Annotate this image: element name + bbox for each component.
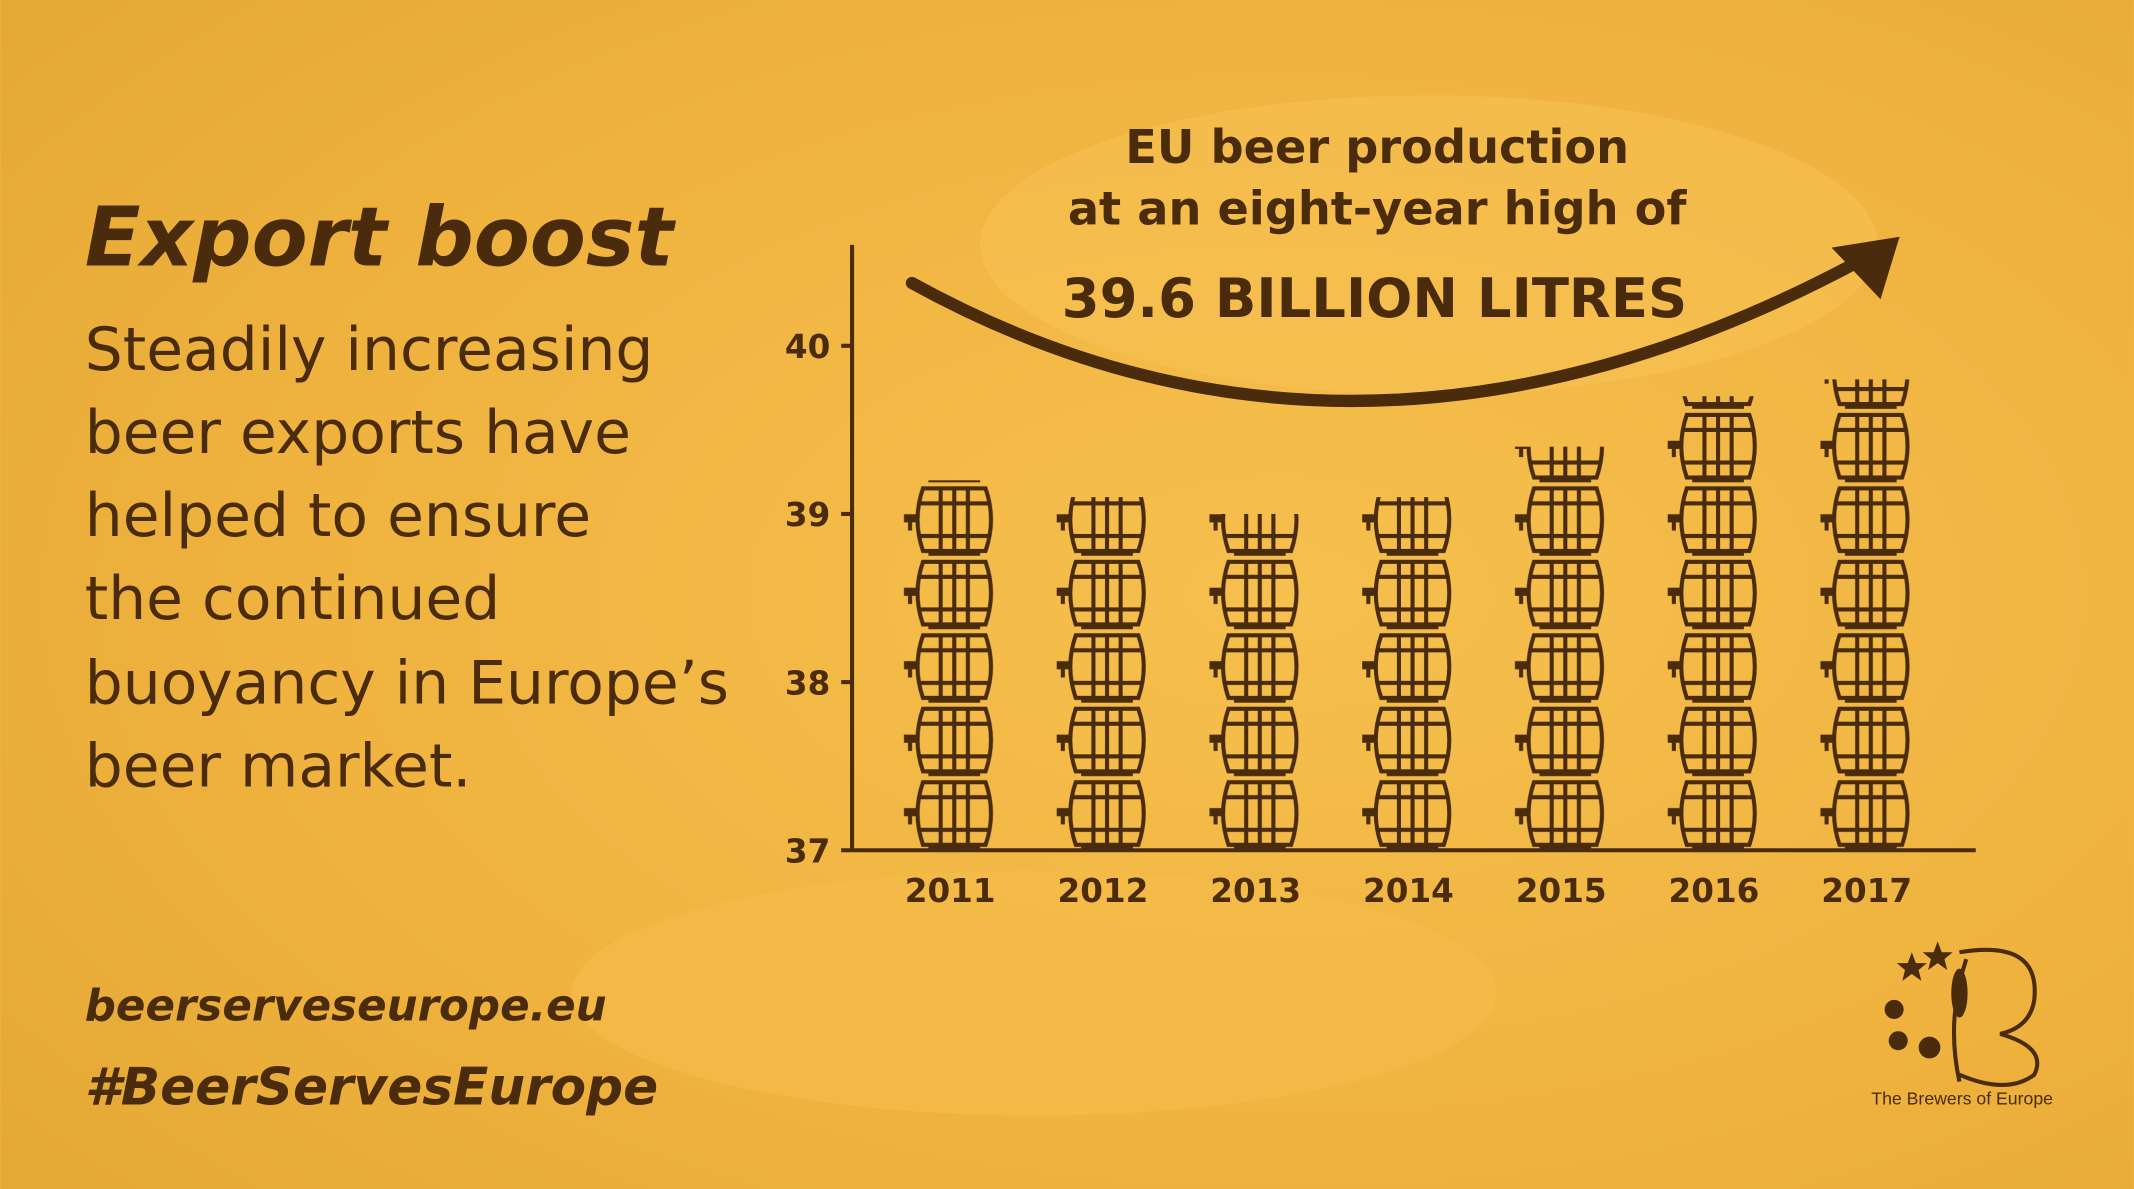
- x-tick-label: 2012: [1058, 872, 1149, 910]
- logo-wheat: [1951, 968, 1968, 1018]
- logo-hop: [1888, 1031, 1908, 1051]
- logo: The Brewers of Europe: [1871, 941, 2053, 1109]
- body-line: beer exports have: [85, 398, 631, 468]
- bar: [1664, 396, 1763, 851]
- arrow-head: [1831, 236, 1900, 300]
- x-tick-label: 2011: [905, 872, 996, 910]
- bar: [1512, 446, 1611, 851]
- heading: Export boost: [85, 190, 677, 285]
- logo-star: [1896, 952, 1927, 981]
- annotation: EU beer production at an eight-year high…: [1062, 120, 1688, 330]
- bar: [1206, 513, 1305, 851]
- logo-hop: [1918, 1036, 1941, 1059]
- body-line: buoyancy in Europe’s: [85, 648, 729, 718]
- website: beerserveseurope.eu: [85, 981, 607, 1031]
- logo-b: [1958, 947, 2040, 1087]
- hashtag: #BeerServesEurope: [85, 1058, 658, 1118]
- body-line: Steadily increasing: [85, 315, 654, 385]
- logo-star: [1922, 941, 1953, 970]
- x-tick-label: 2013: [1210, 872, 1301, 910]
- photo-shade: [571, 870, 1497, 1116]
- trend-arrow: [905, 252, 1871, 408]
- logo-hop: [1884, 999, 1904, 1019]
- photo-shade: [979, 95, 1878, 395]
- y-tick-label: 40: [785, 328, 830, 366]
- bar: [1359, 497, 1458, 851]
- x-tick-label: 2014: [1363, 872, 1454, 910]
- body-line: helped to ensure: [85, 481, 591, 551]
- bar: [1053, 497, 1152, 851]
- body-line: beer market.: [85, 731, 472, 801]
- body-text: Steadily increasing beer exports have he…: [85, 315, 729, 801]
- x-tick-label: 2017: [1821, 872, 1912, 910]
- annotation-line: EU beer production: [1125, 120, 1629, 174]
- y-tick-label: 39: [785, 496, 830, 534]
- x-tick-label: 2015: [1516, 872, 1607, 910]
- bar: [1817, 379, 1916, 851]
- logo-text: The Brewers of Europe: [1871, 1089, 2053, 1109]
- annotation-highlight: 39.6 BILLION LITRES: [1062, 266, 1687, 330]
- y-tick-label: 38: [785, 664, 830, 702]
- x-tick-label: 2016: [1669, 872, 1760, 910]
- bar: [901, 480, 1000, 851]
- annotation-line: at an eight-year high of: [1068, 181, 1688, 235]
- chart: 37 38 39 40 2011 2012 2013 2014 2015 2016 2017: [785, 244, 1976, 910]
- body-line: the continued: [85, 564, 500, 634]
- y-tick-label: 37: [785, 833, 830, 871]
